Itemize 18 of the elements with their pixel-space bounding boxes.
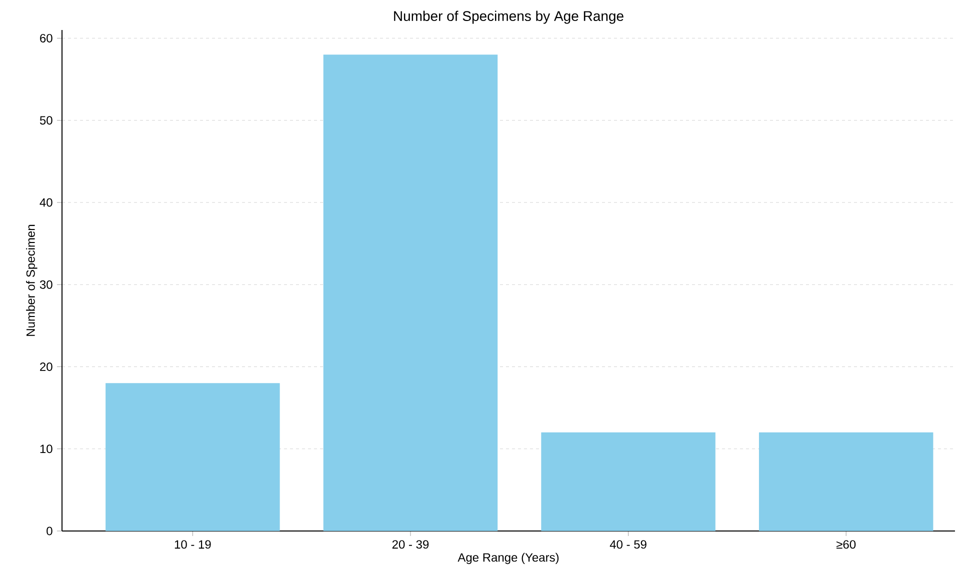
y-tick-label: 60 (40, 34, 52, 42)
y-tick-label: 40 (40, 198, 52, 207)
x-tick-label: 20 - 39 (392, 540, 429, 549)
y-tick-label: 10 (40, 444, 52, 454)
x-tick-label: 40 - 59 (610, 540, 646, 549)
x-tick-label: ≥60 (836, 540, 856, 549)
y-tick-label: 30 (40, 280, 52, 289)
y-tick-label: 0 (46, 526, 52, 536)
x-axis-title: Age Range (Years) (458, 552, 559, 564)
bar (323, 54, 498, 531)
x-tick-label: 10 - 19 (174, 540, 211, 549)
bar (758, 432, 934, 531)
y-tick-label: 50 (40, 116, 52, 125)
y-tick-label: 20 (40, 362, 52, 371)
bar (541, 432, 716, 531)
chart-title: Number of Specimens by Age Range (394, 10, 624, 24)
y-axis-title: Number of Specimen (26, 224, 38, 336)
bar (106, 383, 280, 531)
